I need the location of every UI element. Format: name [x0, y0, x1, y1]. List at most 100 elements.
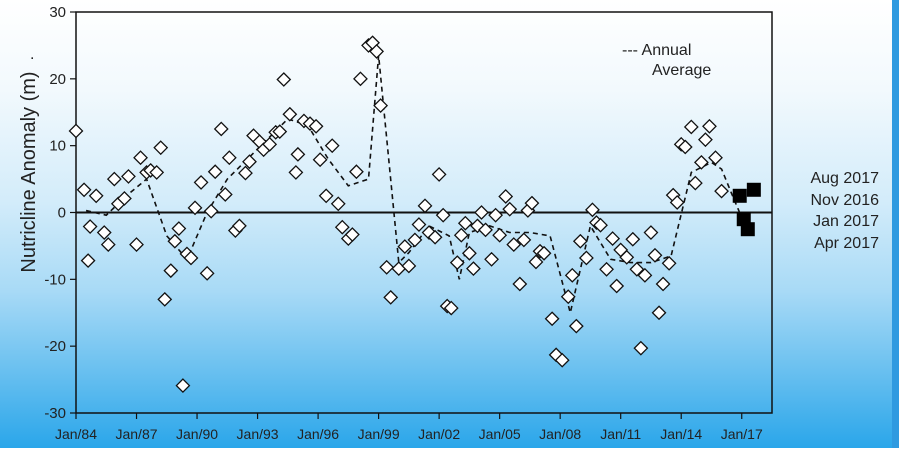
data-point [383, 289, 399, 305]
data-point [498, 189, 514, 204]
data-point [474, 205, 489, 220]
data-point [80, 253, 96, 269]
historical-points [68, 35, 729, 394]
recent-data-point [746, 182, 761, 197]
data-point [171, 221, 187, 236]
data-point [133, 150, 148, 166]
data-point [524, 195, 540, 211]
x-tick-label: Jan/02 [418, 426, 460, 442]
data-point [609, 278, 625, 294]
data-point [76, 182, 92, 198]
data-point [698, 132, 713, 148]
data-point [502, 201, 518, 217]
data-point [708, 150, 723, 166]
y-tick-label: 20 [49, 71, 66, 88]
data-point [593, 217, 608, 233]
data-point [116, 191, 132, 206]
data-point [334, 219, 350, 235]
data-point [100, 237, 116, 252]
data-point [669, 195, 685, 210]
data-point [643, 225, 659, 240]
label-aug-2017: Aug 2017 [810, 170, 879, 187]
data-point [564, 267, 580, 283]
data-point [213, 121, 229, 137]
data-point [488, 207, 504, 223]
data-point [427, 229, 443, 245]
data-point [129, 237, 144, 252]
y-tick-label: -20 [44, 338, 66, 355]
data-point [449, 255, 465, 271]
data-point [369, 44, 385, 59]
data-point [312, 152, 328, 168]
data-point [175, 378, 191, 394]
data-point [484, 251, 500, 267]
data-point [461, 245, 477, 261]
data-point [330, 196, 346, 212]
recent-data-point [740, 222, 755, 237]
data-point [238, 165, 253, 181]
data-point [554, 352, 570, 368]
data-point [568, 318, 584, 334]
data-point [629, 261, 645, 277]
data-point [373, 98, 389, 113]
data-point [647, 247, 663, 263]
data-point [560, 289, 576, 305]
data-point [605, 231, 621, 246]
data-point [687, 175, 703, 191]
data-point [324, 138, 340, 154]
data-point [96, 225, 112, 240]
data-point [599, 261, 614, 277]
x-tick-label: Jan/96 [297, 426, 339, 442]
data-point [619, 249, 635, 265]
data-point [221, 150, 237, 166]
data-point [544, 311, 560, 327]
data-point [157, 291, 173, 307]
y-tick-label: -10 [44, 271, 66, 288]
y-axis-label: Nutricline Anomaly (m) [18, 71, 40, 272]
data-point [187, 200, 203, 216]
data-point [318, 188, 334, 204]
data-point [683, 119, 699, 135]
data-point [512, 276, 528, 292]
data-point [149, 164, 165, 180]
y-tick-label: -30 [44, 405, 66, 422]
data-point [290, 146, 306, 162]
data-point [153, 140, 169, 156]
data-point [443, 300, 459, 316]
data-point [578, 250, 594, 266]
data-point [231, 218, 247, 234]
data-point [478, 222, 493, 238]
x-tick-label: Jan/05 [479, 426, 521, 442]
data-point [693, 154, 709, 170]
y-tick-label: 30 [49, 4, 66, 21]
label-apr-2017: Apr 2017 [814, 235, 879, 252]
data-point [82, 219, 98, 234]
y-tick-label: 10 [49, 138, 66, 155]
data-point [193, 175, 209, 190]
x-tick-label: Jan/90 [176, 426, 218, 442]
x-tick-label: Jan/87 [115, 426, 157, 442]
data-point [431, 166, 447, 182]
data-point [585, 202, 600, 218]
x-tick-label: Jan/17 [721, 426, 763, 442]
data-point [276, 72, 292, 87]
y-axis-label-mark: . [30, 46, 34, 63]
data-point [183, 250, 199, 266]
data-point [199, 265, 215, 281]
data-point [106, 171, 122, 187]
data-point [625, 231, 641, 247]
data-point [308, 118, 324, 134]
data-point [288, 164, 304, 180]
data-point [217, 187, 233, 202]
data-point [88, 188, 104, 204]
data-point [282, 106, 298, 122]
data-point [516, 232, 532, 248]
data-point [536, 245, 552, 261]
data-point [121, 168, 136, 184]
data-point [714, 183, 729, 199]
legend-line-2: Average [652, 62, 711, 79]
data-point [655, 276, 671, 292]
data-point [466, 261, 481, 277]
data-point [68, 123, 84, 139]
